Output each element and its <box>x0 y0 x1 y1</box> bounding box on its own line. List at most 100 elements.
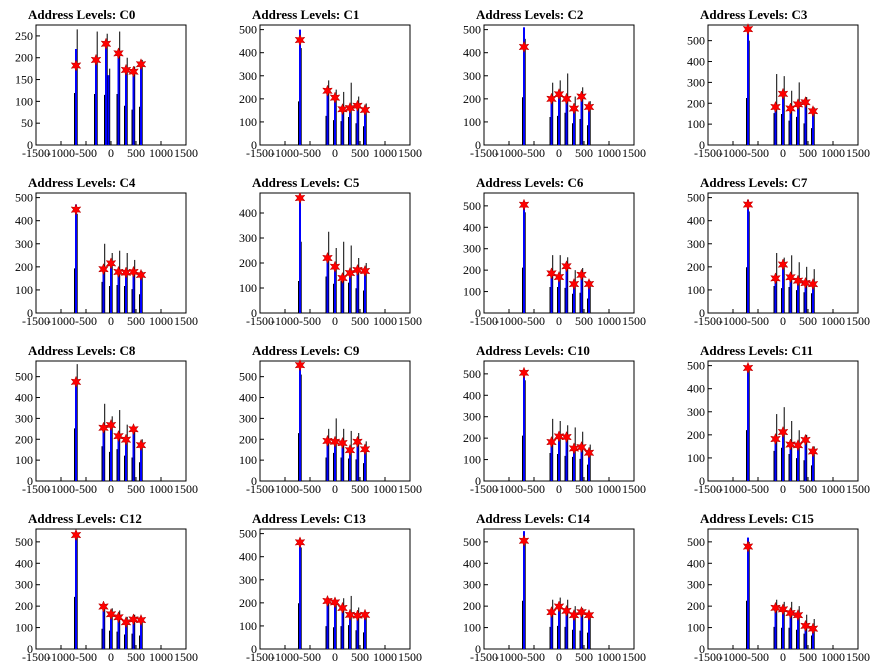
star-marker-icon <box>322 434 333 448</box>
y-tick-label: 300 <box>463 242 481 256</box>
x-tick-label: 500 <box>351 146 369 160</box>
chart-title: Address Levels: C15 <box>700 511 814 526</box>
x-tick-label: 500 <box>575 482 593 496</box>
star-marker-icon <box>800 96 811 109</box>
x-tick-label: 1500 <box>622 314 646 328</box>
y-tick-label: 500 <box>15 535 33 549</box>
y-tick-label: 400 <box>239 391 257 405</box>
chart-title: Address Levels: C4 <box>28 175 136 190</box>
star-marker-icon <box>807 105 819 118</box>
star-marker-icon <box>329 260 341 273</box>
y-tick-label: 100 <box>15 621 33 635</box>
star-marker-icon <box>785 606 796 620</box>
star-marker-icon <box>792 274 804 287</box>
star-marker-icon <box>329 91 341 104</box>
y-tick-label: 100 <box>239 453 257 467</box>
x-tick-label: 1500 <box>846 146 870 160</box>
chart-panel: Address Levels: C40100200300400500-1500-… <box>15 175 198 328</box>
x-tick-label: 0 <box>780 146 786 160</box>
x-tick-label: -1000 <box>719 146 747 160</box>
y-tick-label: 250 <box>15 29 33 43</box>
chart-panel: Address Levels: C90100200300400500-1500-… <box>239 343 422 496</box>
x-tick-label: 1500 <box>174 650 198 664</box>
y-tick-label: 500 <box>687 34 705 48</box>
x-tick-label: 1000 <box>373 650 397 664</box>
y-tick-label: 200 <box>463 431 481 445</box>
x-tick-label: 1000 <box>821 482 845 496</box>
star-marker-icon <box>120 63 132 77</box>
y-tick-label: 200 <box>687 96 705 110</box>
chart-panel: Address Levels: C70100200300400500-1500-… <box>687 175 870 328</box>
star-marker-icon <box>70 375 82 389</box>
x-tick-label: -1500 <box>246 314 274 328</box>
star-marker-icon <box>337 436 348 450</box>
chart-title: Address Levels: C13 <box>252 511 366 526</box>
chart-panel: Address Levels: C10 0 100 200 300 400 500 -1500… <box>463 343 646 496</box>
x-tick-label: 500 <box>799 650 817 664</box>
star-marker-icon <box>785 102 796 115</box>
x-tick-label: 1000 <box>149 482 173 496</box>
chart-title: Address Levels: C14 <box>476 511 590 526</box>
x-tick-label: -1000 <box>495 146 523 160</box>
y-tick-label: 500 <box>463 23 481 37</box>
x-tick-label: 500 <box>351 482 369 496</box>
chart-panel: Address Levels: C80100200300400500-1500-… <box>15 343 198 496</box>
star-marker-icon <box>518 40 530 54</box>
x-tick-label: 1000 <box>149 314 173 328</box>
x-tick-label: 500 <box>799 146 817 160</box>
star-marker-icon <box>518 366 530 379</box>
x-tick-label: -1000 <box>47 650 75 664</box>
chart-title: Address Levels: C8 <box>28 343 136 358</box>
chart-title: Address Levels: C2 <box>476 7 583 22</box>
chart-panel: Address Levels: C30100200300400500-1500-… <box>687 7 870 160</box>
y-tick-label: 100 <box>463 285 481 299</box>
x-tick-label: 1500 <box>174 146 198 160</box>
chart-panel: Address Levels: C12 0 100 200 300 400 500 -1500… <box>15 511 198 664</box>
x-tick-label: -1500 <box>22 650 50 664</box>
y-tick-label: 300 <box>687 405 705 419</box>
x-tick-label: 1000 <box>149 650 173 664</box>
y-tick-label: 100 <box>463 621 481 635</box>
star-marker-icon <box>113 265 124 279</box>
y-tick-label: 100 <box>687 283 705 297</box>
x-tick-label: -1000 <box>47 146 75 160</box>
y-tick-label: 200 <box>239 256 257 270</box>
y-tick-label: 50 <box>21 116 33 130</box>
y-tick-label: 200 <box>239 596 257 610</box>
y-tick-label: 300 <box>687 578 705 592</box>
x-tick-label: 500 <box>575 314 593 328</box>
y-tick-label: 200 <box>463 92 481 106</box>
y-tick-label: 0 <box>699 642 705 656</box>
star-marker-icon <box>807 622 819 635</box>
x-tick-label: -500 <box>747 482 769 496</box>
x-tick-label: 0 <box>556 482 562 496</box>
star-marker-icon <box>352 99 363 112</box>
star-marker-icon <box>344 443 356 457</box>
x-tick-label: 0 <box>780 314 786 328</box>
star-marker-icon <box>337 601 348 615</box>
chart-title: Address Levels: C6 <box>476 175 584 190</box>
y-tick-label: 200 <box>463 599 481 613</box>
star-marker-icon <box>546 92 557 105</box>
star-marker-icon <box>553 430 565 443</box>
star-marker-icon <box>113 611 124 624</box>
x-tick-label: 500 <box>127 482 145 496</box>
y-tick-label: 500 <box>687 191 705 205</box>
y-tick-label: 500 <box>15 370 33 384</box>
y-tick-label: 300 <box>15 411 33 425</box>
plot-frame <box>35 24 187 146</box>
x-tick-label: 1000 <box>821 314 845 328</box>
y-tick-label: 200 <box>463 263 481 277</box>
x-tick-label: -1500 <box>694 650 722 664</box>
star-marker-icon <box>329 596 341 609</box>
y-tick-label: 0 <box>475 474 481 488</box>
y-tick-label: 300 <box>15 237 33 251</box>
star-marker-icon <box>800 619 811 633</box>
y-tick-label: 100 <box>15 283 33 297</box>
y-tick-label: 0 <box>475 642 481 656</box>
star-marker-icon <box>90 53 102 67</box>
chart-panel: Address Levels: C60100200300400500-1500-… <box>463 175 646 328</box>
star-marker-icon <box>742 540 754 553</box>
star-marker-icon <box>553 88 565 101</box>
star-marker-icon <box>576 440 587 454</box>
